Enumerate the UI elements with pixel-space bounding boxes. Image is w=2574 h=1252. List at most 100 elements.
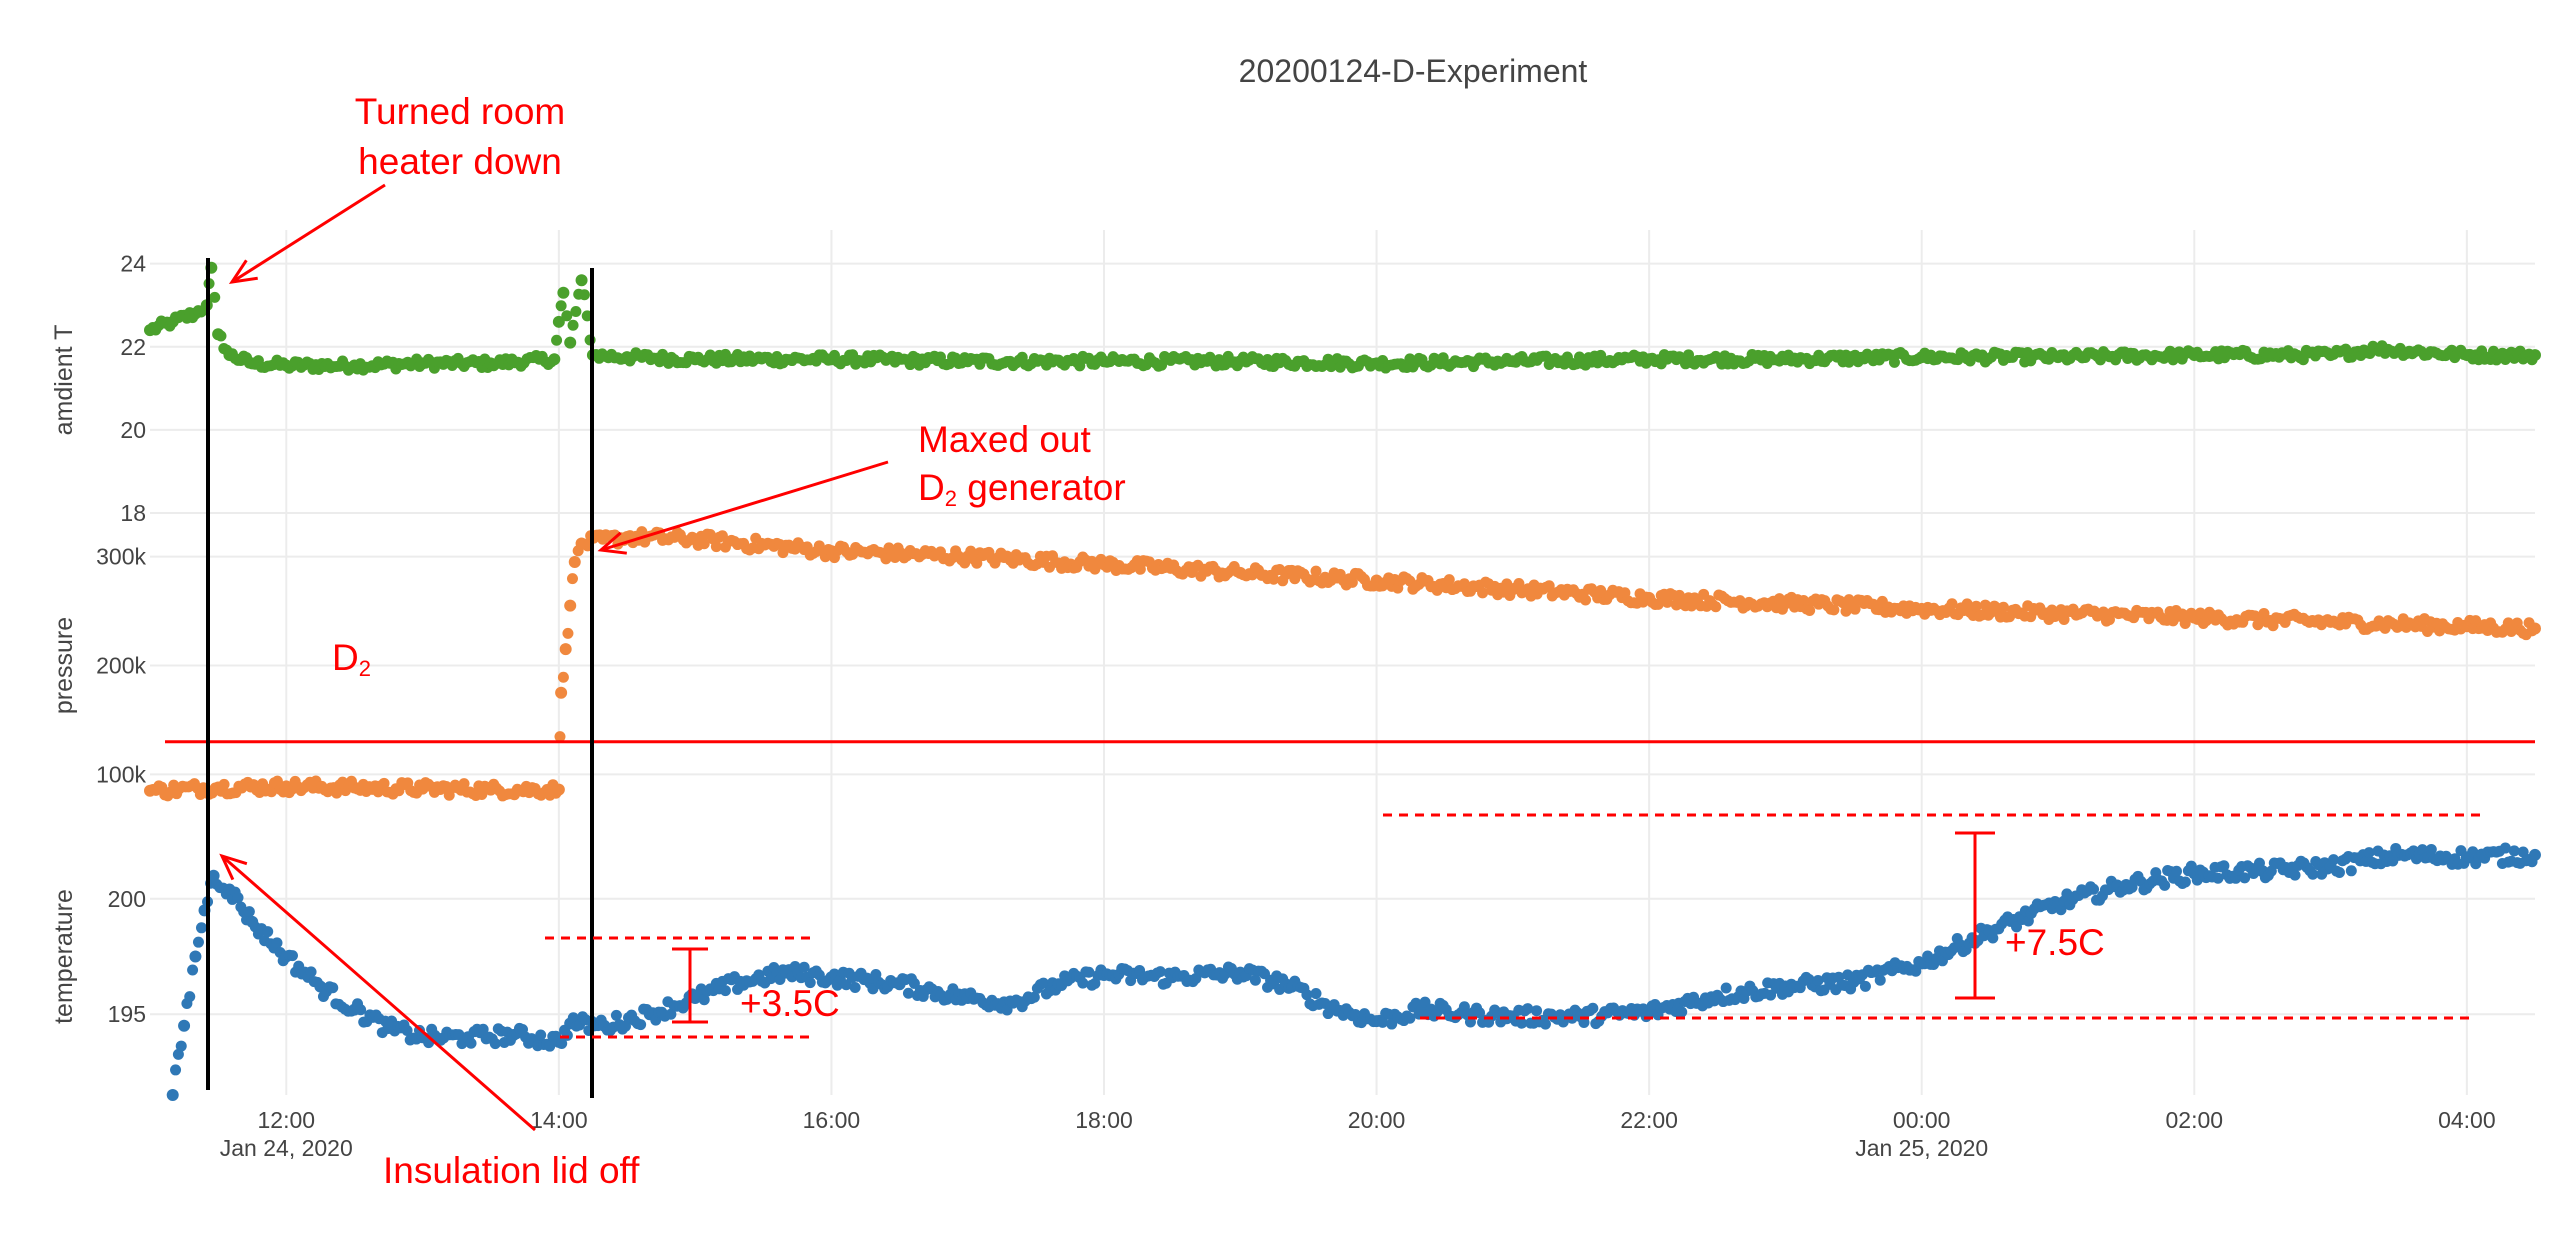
ambient-y-tick-label: 22 <box>120 334 146 360</box>
temperature-point <box>1859 980 1871 992</box>
ambient-point <box>557 286 570 299</box>
temperature-point <box>610 1009 622 1021</box>
pressure-point <box>2058 613 2070 625</box>
pressure-y-axis-title: pressure <box>50 617 78 714</box>
ambient-y-axis-title: amdient T <box>50 325 78 436</box>
temperature-point <box>2328 854 2340 866</box>
x-tick-label: 20:00 <box>1348 1107 1406 1133</box>
pressure-series <box>144 526 2541 802</box>
temperature-point <box>567 1012 579 1024</box>
y-axes: 18 20 22 24 amdient T 100k 200k 300k pressure 195… <box>50 251 146 1028</box>
temperature-point <box>719 985 731 997</box>
pressure-point <box>1310 565 1322 577</box>
pressure-point <box>564 599 577 612</box>
temperature-point <box>2159 879 2171 891</box>
temperature-point <box>544 1040 556 1052</box>
temperature-point <box>2218 860 2230 872</box>
temperature-point <box>178 1019 191 1032</box>
pressure-point <box>1477 587 1489 599</box>
temperature-point <box>556 1038 568 1050</box>
x-tick-sublabel: Jan 25, 2020 <box>1855 1135 1988 1161</box>
temperature-point <box>1310 988 1322 1000</box>
temperature-point <box>619 1020 631 1032</box>
pressure-point <box>218 778 230 790</box>
pressure-point <box>1661 596 1673 608</box>
x-tick-label: 12:00 <box>258 1107 316 1133</box>
temperature-point <box>1720 982 1732 994</box>
temperature-point <box>798 961 810 973</box>
temperature-point <box>207 869 220 882</box>
temperature-point <box>1474 1007 1486 1019</box>
temperature-point <box>195 922 207 934</box>
d2-label-subscript: 2 <box>359 656 371 681</box>
temperature-point <box>166 1089 179 1101</box>
maxed-out-arrow <box>600 460 889 552</box>
pressure-point <box>265 786 277 798</box>
pressure-point <box>1443 574 1455 586</box>
pressure-point <box>1580 594 1592 606</box>
ambient-point <box>2529 349 2541 362</box>
temperature-point <box>262 926 274 938</box>
ambient-y-tick-label: 20 <box>120 417 146 443</box>
temperature-point <box>192 936 204 948</box>
data-series <box>144 261 2541 1101</box>
temperature-point <box>2212 872 2224 884</box>
pressure-point <box>1595 585 1607 597</box>
pressure-point <box>2529 622 2541 635</box>
temperature-point <box>172 1048 184 1060</box>
large-delta-label: +7.5C <box>2005 922 2105 963</box>
temperature-point <box>2191 874 2203 886</box>
temperature-point <box>1077 977 1089 989</box>
temperature-point <box>1539 1018 1551 1030</box>
temperature-point <box>2517 846 2529 858</box>
ambient-point <box>551 334 563 346</box>
x-tick-label: 22:00 <box>1620 1107 1678 1133</box>
pressure-point <box>458 778 470 790</box>
temperature-point <box>286 950 298 962</box>
temperature-point <box>170 1064 182 1076</box>
temperature-point <box>635 1019 647 1031</box>
pressure-point <box>271 775 283 787</box>
temperature-point <box>840 979 852 991</box>
ambient-point <box>209 291 221 303</box>
x-tick-label: 18:00 <box>1075 1107 1133 1133</box>
pressure-point <box>1804 605 1816 617</box>
maxed-out-d: D <box>918 467 945 508</box>
pressure-point <box>1828 604 1840 616</box>
pressure-point <box>554 731 566 743</box>
temperature-point <box>2088 883 2100 895</box>
temperature-point <box>1531 1005 1543 1017</box>
temperature-point <box>1037 977 1049 989</box>
temperature-point <box>2307 868 2319 880</box>
insulation-arrow-head <box>219 853 248 881</box>
ambient-point <box>1888 356 1900 368</box>
temperature-point <box>902 987 914 999</box>
temperature-point <box>698 994 710 1006</box>
pressure-y-tick-label: 300k <box>96 544 146 570</box>
temperature-point <box>2416 844 2428 856</box>
pressure-point <box>378 777 390 789</box>
pressure-point <box>1652 598 1664 610</box>
ambient-point <box>215 330 227 342</box>
ambient-point <box>1074 360 1086 372</box>
pressure-y-tick-label: 200k <box>96 653 146 679</box>
temperature-point <box>1028 991 1040 1003</box>
room-heater-arrow-head <box>228 259 258 284</box>
temperature-point <box>1676 1006 1688 1018</box>
room-heater-label-line1: Turned room <box>355 91 565 132</box>
pressure-point <box>566 573 578 585</box>
pressure-point <box>1513 577 1525 589</box>
pressure-point <box>1710 601 1722 613</box>
temperature-point <box>243 906 255 918</box>
temperature-point <box>1910 965 1922 977</box>
pressure-point <box>2194 607 2206 619</box>
temperature-point <box>1587 1002 1599 1014</box>
temperature-point <box>184 991 196 1003</box>
pressure-point <box>1134 563 1146 575</box>
maxed-out-rest: generator <box>957 467 1126 508</box>
pressure-point <box>1997 601 2009 613</box>
temperature-point <box>2345 865 2357 877</box>
temperature-point <box>1301 989 1313 1001</box>
